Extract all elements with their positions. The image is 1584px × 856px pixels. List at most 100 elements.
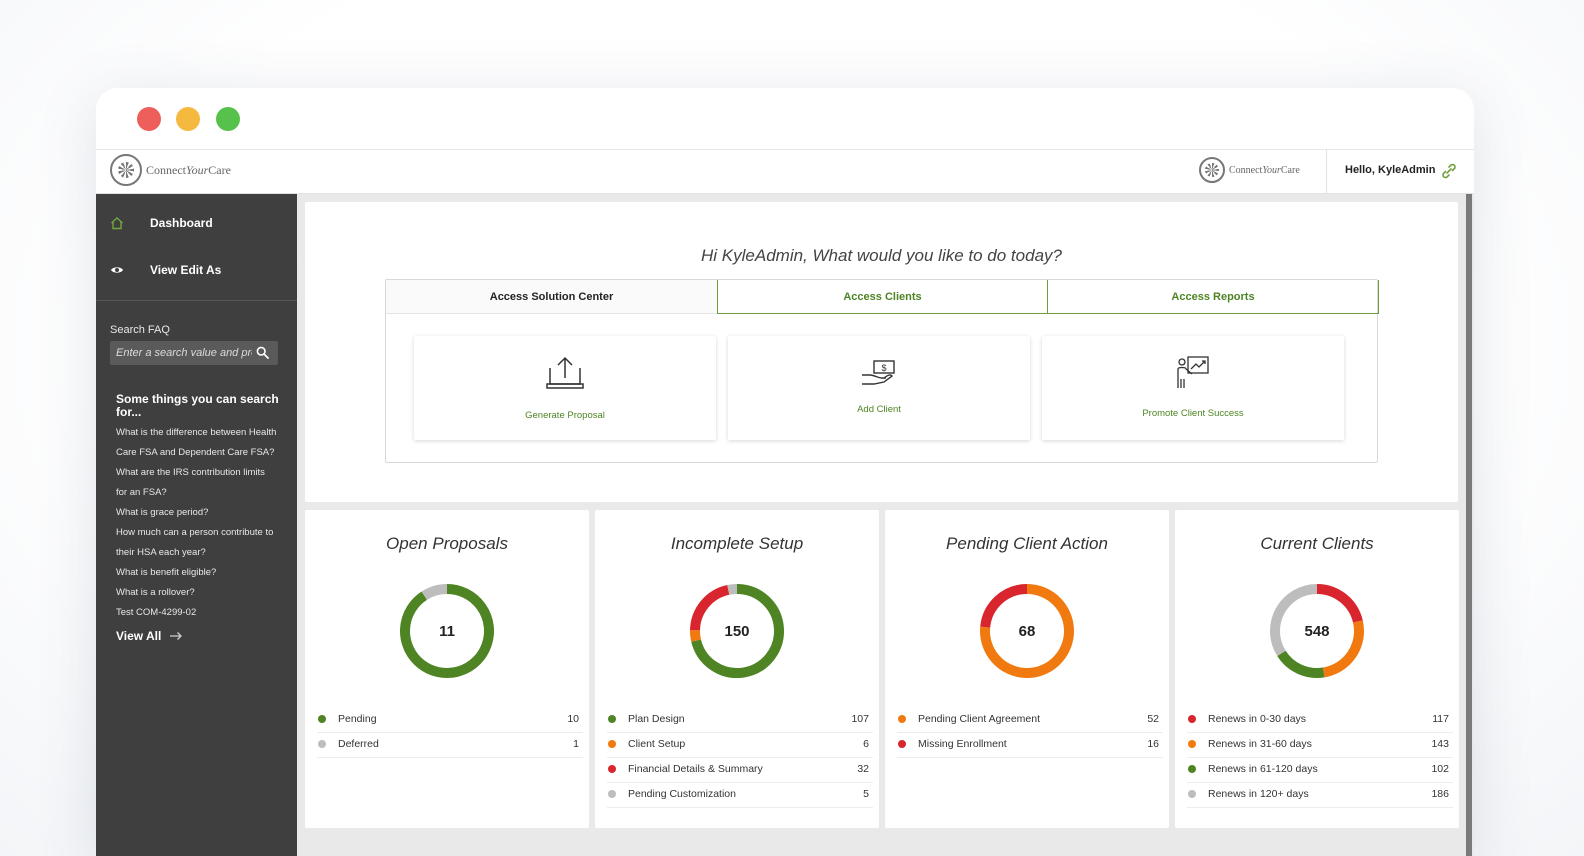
- search-icon[interactable]: [256, 346, 269, 359]
- donut-segment[interactable]: [727, 584, 738, 595]
- tab-access-reports[interactable]: Access Reports: [1048, 280, 1379, 314]
- view-all-label: View All: [116, 629, 162, 643]
- window-titlebar: [96, 88, 1474, 150]
- add-client-card[interactable]: $ Add Client: [728, 336, 1030, 440]
- logo-text: ConnectYourCare: [146, 162, 231, 177]
- donut-segment[interactable]: [691, 584, 784, 678]
- hand-money-icon: $: [728, 358, 1030, 388]
- donut-segment[interactable]: [421, 584, 448, 601]
- sidebar: Dashboard View Edit As Search FAQ Some t…: [96, 194, 297, 856]
- legend-dot-icon: [608, 740, 616, 748]
- main-content: Hi KyleAdmin, What would you like to do …: [297, 194, 1474, 856]
- donut-segment[interactable]: [1270, 584, 1318, 657]
- card-title: Open Proposals: [386, 534, 508, 553]
- open-proposals-card[interactable]: Open Proposals 11 Pending 10 Deferred 1: [305, 510, 589, 828]
- legend-value: 1: [573, 738, 579, 750]
- faq-suggestion-item[interactable]: Test COM-4299-02: [116, 607, 197, 618]
- donut-chart: [980, 584, 1074, 678]
- client-logo: ConnectYourCare: [1199, 157, 1300, 183]
- upload-laptop-icon: [414, 354, 716, 392]
- faq-suggestion-item[interactable]: Care FSA and Dependent Care FSA?: [116, 447, 275, 458]
- legend-value: 117: [1432, 713, 1449, 725]
- legend-item[interactable]: Pending Client Agreement 52: [897, 708, 1163, 733]
- minimize-window-button[interactable]: [176, 107, 200, 131]
- card-title: Current Clients: [1260, 534, 1374, 553]
- logo-icon: [110, 154, 142, 186]
- faq-search-label: Search FAQ: [110, 324, 170, 336]
- legend-item[interactable]: Renews in 120+ days 186: [1187, 783, 1453, 808]
- donut-segment[interactable]: [1316, 584, 1363, 623]
- legend-item[interactable]: Financial Details & Summary 32: [607, 758, 873, 783]
- legend-item[interactable]: Plan Design 107: [607, 708, 873, 733]
- user-greeting[interactable]: Hello, KyleAdmin: [1345, 164, 1436, 176]
- legend-dot-icon: [318, 715, 326, 723]
- faq-suggestions-list: What is the difference between Health Car…: [116, 423, 288, 623]
- faq-suggestion-item[interactable]: What is grace period?: [116, 507, 209, 518]
- legend-value: 143: [1431, 738, 1449, 750]
- link-icon[interactable]: [1441, 162, 1457, 180]
- close-window-button[interactable]: [137, 107, 161, 131]
- faq-suggestion-item[interactable]: What is a rollover?: [116, 587, 195, 598]
- arrow-right-icon: [170, 632, 183, 640]
- pending-client-action-card[interactable]: Pending Client Action 68 Pending Client Ag…: [885, 510, 1169, 828]
- legend-label: Missing Enrollment: [918, 738, 1007, 750]
- presenter-chart-icon: [1042, 354, 1344, 390]
- svg-text:$: $: [881, 363, 886, 373]
- donut-segment[interactable]: [1322, 620, 1364, 678]
- legend-value: 32: [857, 763, 869, 775]
- donut-segment[interactable]: [690, 630, 702, 642]
- generate-proposal-card[interactable]: Generate Proposal: [414, 336, 716, 440]
- legend-item[interactable]: Deferred 1: [317, 733, 583, 758]
- faq-suggestion-item[interactable]: What is benefit eligible?: [116, 567, 217, 578]
- legend-label: Pending Client Agreement: [918, 713, 1040, 725]
- sidebar-item-dashboard[interactable]: Dashboard: [96, 203, 297, 243]
- sidebar-item-label: Dashboard: [150, 216, 213, 230]
- donut-segment[interactable]: [400, 584, 494, 678]
- tab-access-clients[interactable]: Access Clients: [717, 280, 1048, 314]
- legend-label: Renews in 120+ days: [1208, 788, 1309, 800]
- faq-search-input[interactable]: [116, 345, 252, 361]
- scrollbar[interactable]: [1466, 194, 1472, 856]
- donut-segment[interactable]: [690, 585, 730, 631]
- sidebar-item-label: View Edit As: [150, 263, 222, 277]
- tab-access-solution-center[interactable]: Access Solution Center: [386, 280, 717, 314]
- view-all-link[interactable]: View All: [116, 629, 183, 643]
- welcome-panel: Hi KyleAdmin, What would you like to do …: [305, 202, 1458, 502]
- faq-suggestions-heading: Some things you can search for...: [116, 392, 279, 419]
- faq-suggestion-item[interactable]: What are the IRS contribution limits: [116, 467, 265, 478]
- incomplete-setup-card[interactable]: Incomplete Setup 150 Plan Design 107 Client …: [595, 510, 879, 828]
- faq-suggestion-item[interactable]: their HSA each year?: [116, 547, 206, 558]
- maximize-window-button[interactable]: [216, 107, 240, 131]
- current-clients-card[interactable]: Current Clients 548 Renews in 0-30 days 117…: [1175, 510, 1459, 828]
- donut-segment[interactable]: [1277, 650, 1325, 678]
- legend-value: 107: [851, 713, 869, 725]
- legend-item[interactable]: Renews in 61-120 days 102: [1187, 758, 1453, 783]
- logo-icon: [1199, 157, 1225, 183]
- legend-item[interactable]: Missing Enrollment 16: [897, 733, 1163, 758]
- legend-value: 52: [1147, 713, 1159, 725]
- card-legend: Pending Client Agreement 52 Missing Enroll…: [897, 708, 1163, 758]
- faq-suggestion-item[interactable]: What is the difference between Health: [116, 427, 277, 438]
- legend-item[interactable]: Client Setup 6: [607, 733, 873, 758]
- donut-segment[interactable]: [980, 584, 1074, 678]
- legend-dot-icon: [898, 740, 906, 748]
- legend-item[interactable]: Pending Customization 5: [607, 783, 873, 808]
- promote-client-success-card[interactable]: Promote Client Success: [1042, 336, 1344, 440]
- donut-total: 548: [1304, 622, 1330, 640]
- faq-suggestion-item[interactable]: for an FSA?: [116, 487, 167, 498]
- app-logo[interactable]: ConnectYourCare: [110, 154, 231, 186]
- browser-window: ConnectYourCare ConnectYourCare Hello, K…: [96, 88, 1474, 856]
- legend-item[interactable]: Renews in 31-60 days 143: [1187, 733, 1453, 758]
- eye-icon: [111, 267, 123, 273]
- faq-suggestion-item[interactable]: How much can a person contribute to: [116, 527, 274, 538]
- sidebar-item-view-edit-as[interactable]: View Edit As: [96, 250, 297, 290]
- legend-item[interactable]: Pending 10: [317, 708, 583, 733]
- legend-label: Plan Design: [628, 713, 685, 725]
- legend-item[interactable]: Renews in 0-30 days 117: [1187, 708, 1453, 733]
- legend-value: 186: [1431, 788, 1449, 800]
- legend-label: Pending Customization: [628, 788, 736, 800]
- card-legend: Pending 10 Deferred 1: [317, 708, 583, 758]
- donut-segment[interactable]: [980, 584, 1028, 628]
- legend-value: 10: [567, 713, 579, 725]
